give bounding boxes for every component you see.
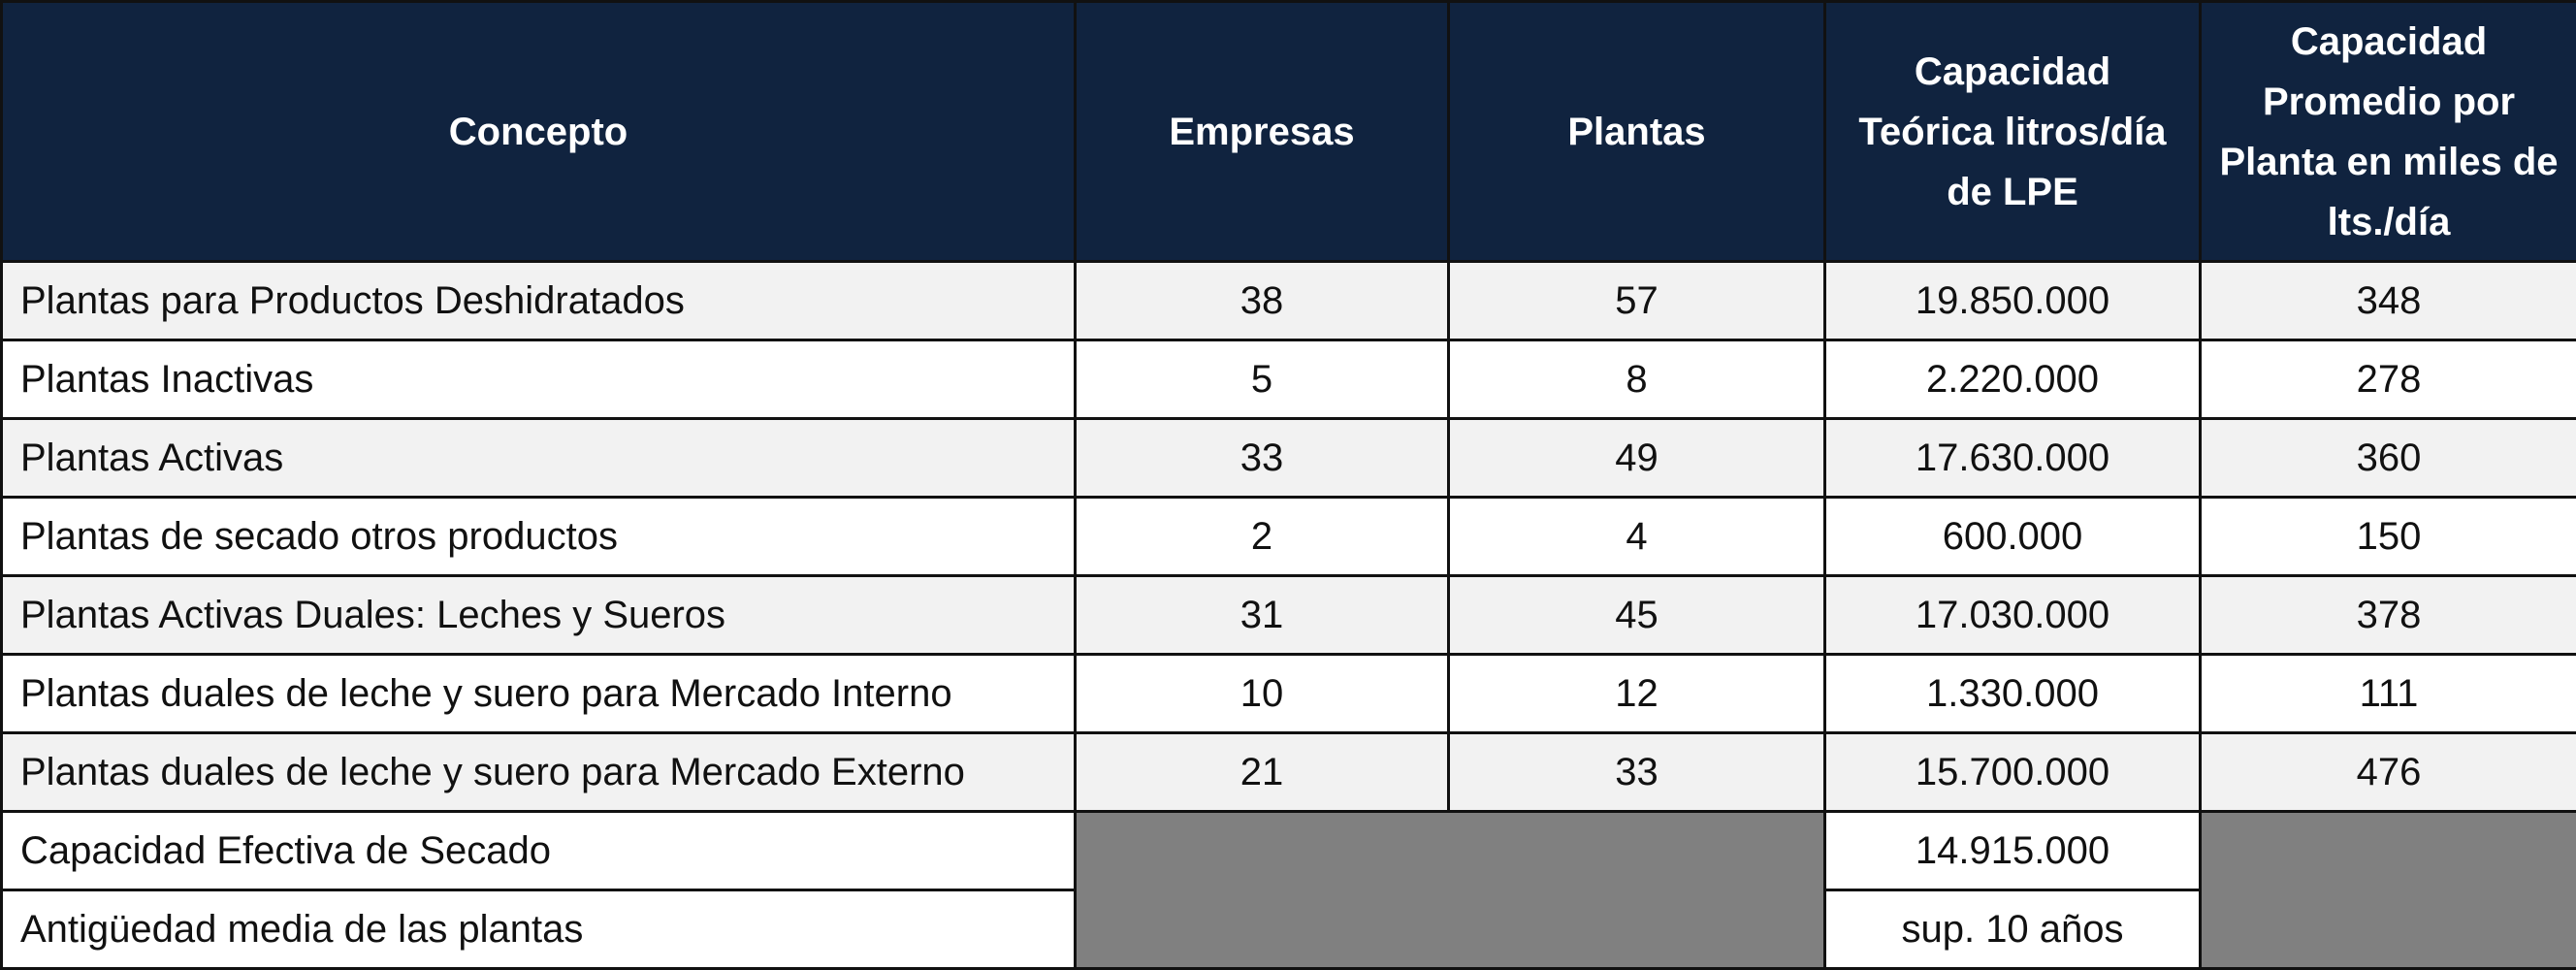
cell-empresas: 38 bbox=[1074, 260, 1450, 341]
cell-concepto: Plantas duales de leche y suero para Mer… bbox=[0, 653, 1077, 734]
empty-grey-cell bbox=[1074, 810, 1826, 970]
table-row: Plantas duales de leche y suero para Mer… bbox=[0, 653, 2576, 734]
table-row: Plantas para Productos Deshidratados 38 … bbox=[0, 260, 2576, 341]
cell-plantas: 45 bbox=[1447, 574, 1826, 656]
cell-concepto: Capacidad Efectiva de Secado bbox=[0, 810, 1077, 891]
cell-plantas: 49 bbox=[1447, 417, 1826, 499]
cell-capacidad-teorica: 14.915.000 bbox=[1823, 810, 2202, 891]
cell-empresas: 10 bbox=[1074, 653, 1450, 734]
cell-capacidad-teorica: 1.330.000 bbox=[1823, 653, 2202, 734]
table-row: Antigüedad media de las plantas sup. 10 … bbox=[0, 889, 2576, 970]
cell-capacidad-teorica: 17.030.000 bbox=[1823, 574, 2202, 656]
table-row: Plantas Activas Duales: Leches y Sueros … bbox=[0, 574, 2576, 656]
cell-empresas: 5 bbox=[1074, 339, 1450, 420]
cell-capacidad-promedio: 150 bbox=[2199, 496, 2576, 577]
table-row: Plantas Activas 33 49 17.630.000 360 bbox=[0, 417, 2576, 499]
cell-capacidad-promedio: 278 bbox=[2199, 339, 2576, 420]
cell-capacidad-teorica: 17.630.000 bbox=[1823, 417, 2202, 499]
cell-concepto: Plantas duales de leche y suero para Mer… bbox=[0, 731, 1077, 813]
header-concepto: Concepto bbox=[0, 0, 1077, 263]
table-row: Capacidad Efectiva de Secado 14.915.000 bbox=[0, 810, 2576, 970]
cell-concepto: Plantas de secado otros productos bbox=[0, 496, 1077, 577]
cell-concepto: Antigüedad media de las plantas bbox=[0, 889, 1077, 970]
cell-capacidad-promedio: 360 bbox=[2199, 417, 2576, 499]
table-row: Plantas de secado otros productos 2 4 60… bbox=[0, 496, 2576, 577]
cell-empresas: 21 bbox=[1074, 731, 1450, 813]
table-row: Plantas duales de leche y suero para Mer… bbox=[0, 731, 2576, 813]
cell-capacidad-promedio: 348 bbox=[2199, 260, 2576, 341]
cell-capacidad-teorica: 15.700.000 bbox=[1823, 731, 2202, 813]
cell-capacidad-teorica: 19.850.000 bbox=[1823, 260, 2202, 341]
cell-plantas: 57 bbox=[1447, 260, 1826, 341]
table-row: Plantas Inactivas 5 8 2.220.000 278 bbox=[0, 339, 2576, 420]
cell-concepto: Plantas Activas bbox=[0, 417, 1077, 499]
cell-empresas: 33 bbox=[1074, 417, 1450, 499]
cell-plantas: 4 bbox=[1447, 496, 1826, 577]
cell-capacidad-promedio: 378 bbox=[2199, 574, 2576, 656]
cell-capacidad-promedio: 111 bbox=[2199, 653, 2576, 734]
cell-capacidad-promedio: 476 bbox=[2199, 731, 2576, 813]
cell-empresas: 2 bbox=[1074, 496, 1450, 577]
cell-concepto: Plantas Inactivas bbox=[0, 339, 1077, 420]
empty-grey-cell bbox=[2199, 810, 2576, 970]
cell-plantas: 12 bbox=[1447, 653, 1826, 734]
cell-capacidad-teorica: sup. 10 años bbox=[1823, 889, 2202, 970]
header-plantas: Plantas bbox=[1447, 0, 1826, 263]
cell-capacidad-teorica: 600.000 bbox=[1823, 496, 2202, 577]
header-capacidad-teorica: Capacidad Teórica litros/día de LPE bbox=[1823, 0, 2202, 263]
header-capacidad-promedio: Capacidad Promedio por Planta en miles d… bbox=[2199, 0, 2576, 263]
cell-empresas: 31 bbox=[1074, 574, 1450, 656]
cell-capacidad-teorica: 2.220.000 bbox=[1823, 339, 2202, 420]
cell-concepto: Plantas Activas Duales: Leches y Sueros bbox=[0, 574, 1077, 656]
header-empresas: Empresas bbox=[1074, 0, 1450, 263]
cell-plantas: 8 bbox=[1447, 339, 1826, 420]
cell-plantas: 33 bbox=[1447, 731, 1826, 813]
header-row: Concepto Empresas Plantas Capacidad Teór… bbox=[0, 0, 2576, 263]
cell-concepto: Plantas para Productos Deshidratados bbox=[0, 260, 1077, 341]
